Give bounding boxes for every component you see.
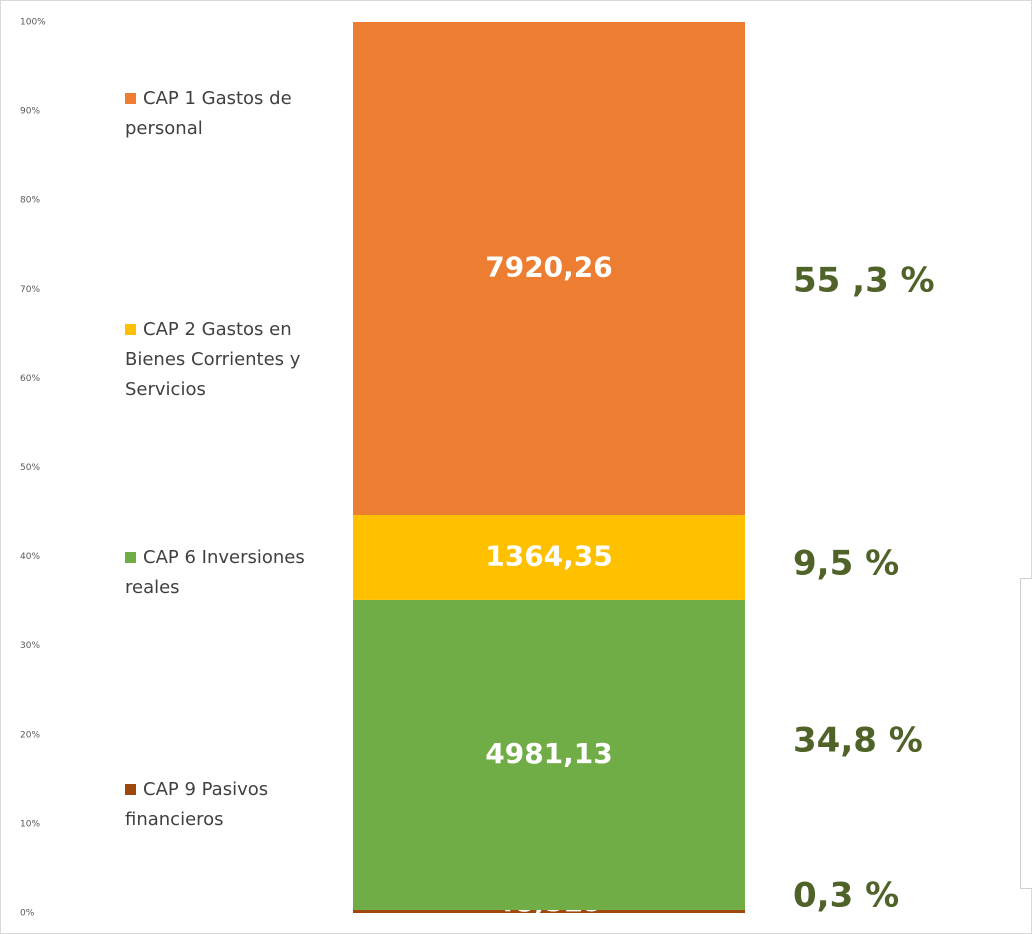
legend-label: CAP 1 Gastos de personal	[125, 88, 292, 139]
y-tick-label: 20%	[20, 730, 40, 740]
y-tick-label: 70%	[20, 285, 40, 295]
y-tick-label: 60%	[20, 374, 40, 384]
legend-label: CAP 9 Pasivos financieros	[125, 779, 269, 830]
legend-swatch	[125, 93, 136, 104]
y-tick-label: 100%	[20, 18, 46, 28]
legend-label: CAP 2 Gastos en Bienes Corrientes y Serv…	[125, 319, 301, 400]
bar-segment	[353, 22, 745, 516]
bar-segment	[353, 515, 745, 600]
bar-segment	[353, 909, 745, 913]
legend-entry: CAP 9 Pasivos financieros	[125, 775, 340, 835]
legend-swatch	[125, 784, 136, 795]
y-tick-label: 0%	[20, 909, 35, 919]
y-tick-label: 10%	[20, 819, 40, 829]
legend-label: CAP 6 Inversiones reales	[125, 547, 305, 598]
annotation: 9,5 %	[793, 544, 899, 584]
y-tick-label: 80%	[20, 196, 40, 206]
annotation: 34,8 %	[793, 721, 923, 761]
annotation: 0,3 %	[793, 876, 899, 916]
legend-entry: CAP 2 Gastos en Bienes Corrientes y Serv…	[125, 315, 340, 405]
data-label: 7920,26	[485, 251, 613, 284]
bar-segment	[353, 599, 745, 910]
annotation: 55 ,3 %	[793, 261, 935, 301]
legend-entry: CAP 6 Inversiones reales	[125, 543, 340, 603]
data-label: 1364,35	[485, 539, 613, 572]
y-tick-label: 40%	[20, 552, 40, 562]
y-tick-label: 50%	[20, 463, 40, 473]
data-label: 4981,13	[485, 737, 613, 770]
y-tick-label: 30%	[20, 641, 40, 651]
legend-entry: CAP 1 Gastos de personal	[125, 84, 340, 144]
legend-swatch	[125, 324, 136, 335]
side-box	[1020, 578, 1032, 889]
y-tick-label: 90%	[20, 107, 40, 117]
legend-swatch	[125, 552, 136, 563]
